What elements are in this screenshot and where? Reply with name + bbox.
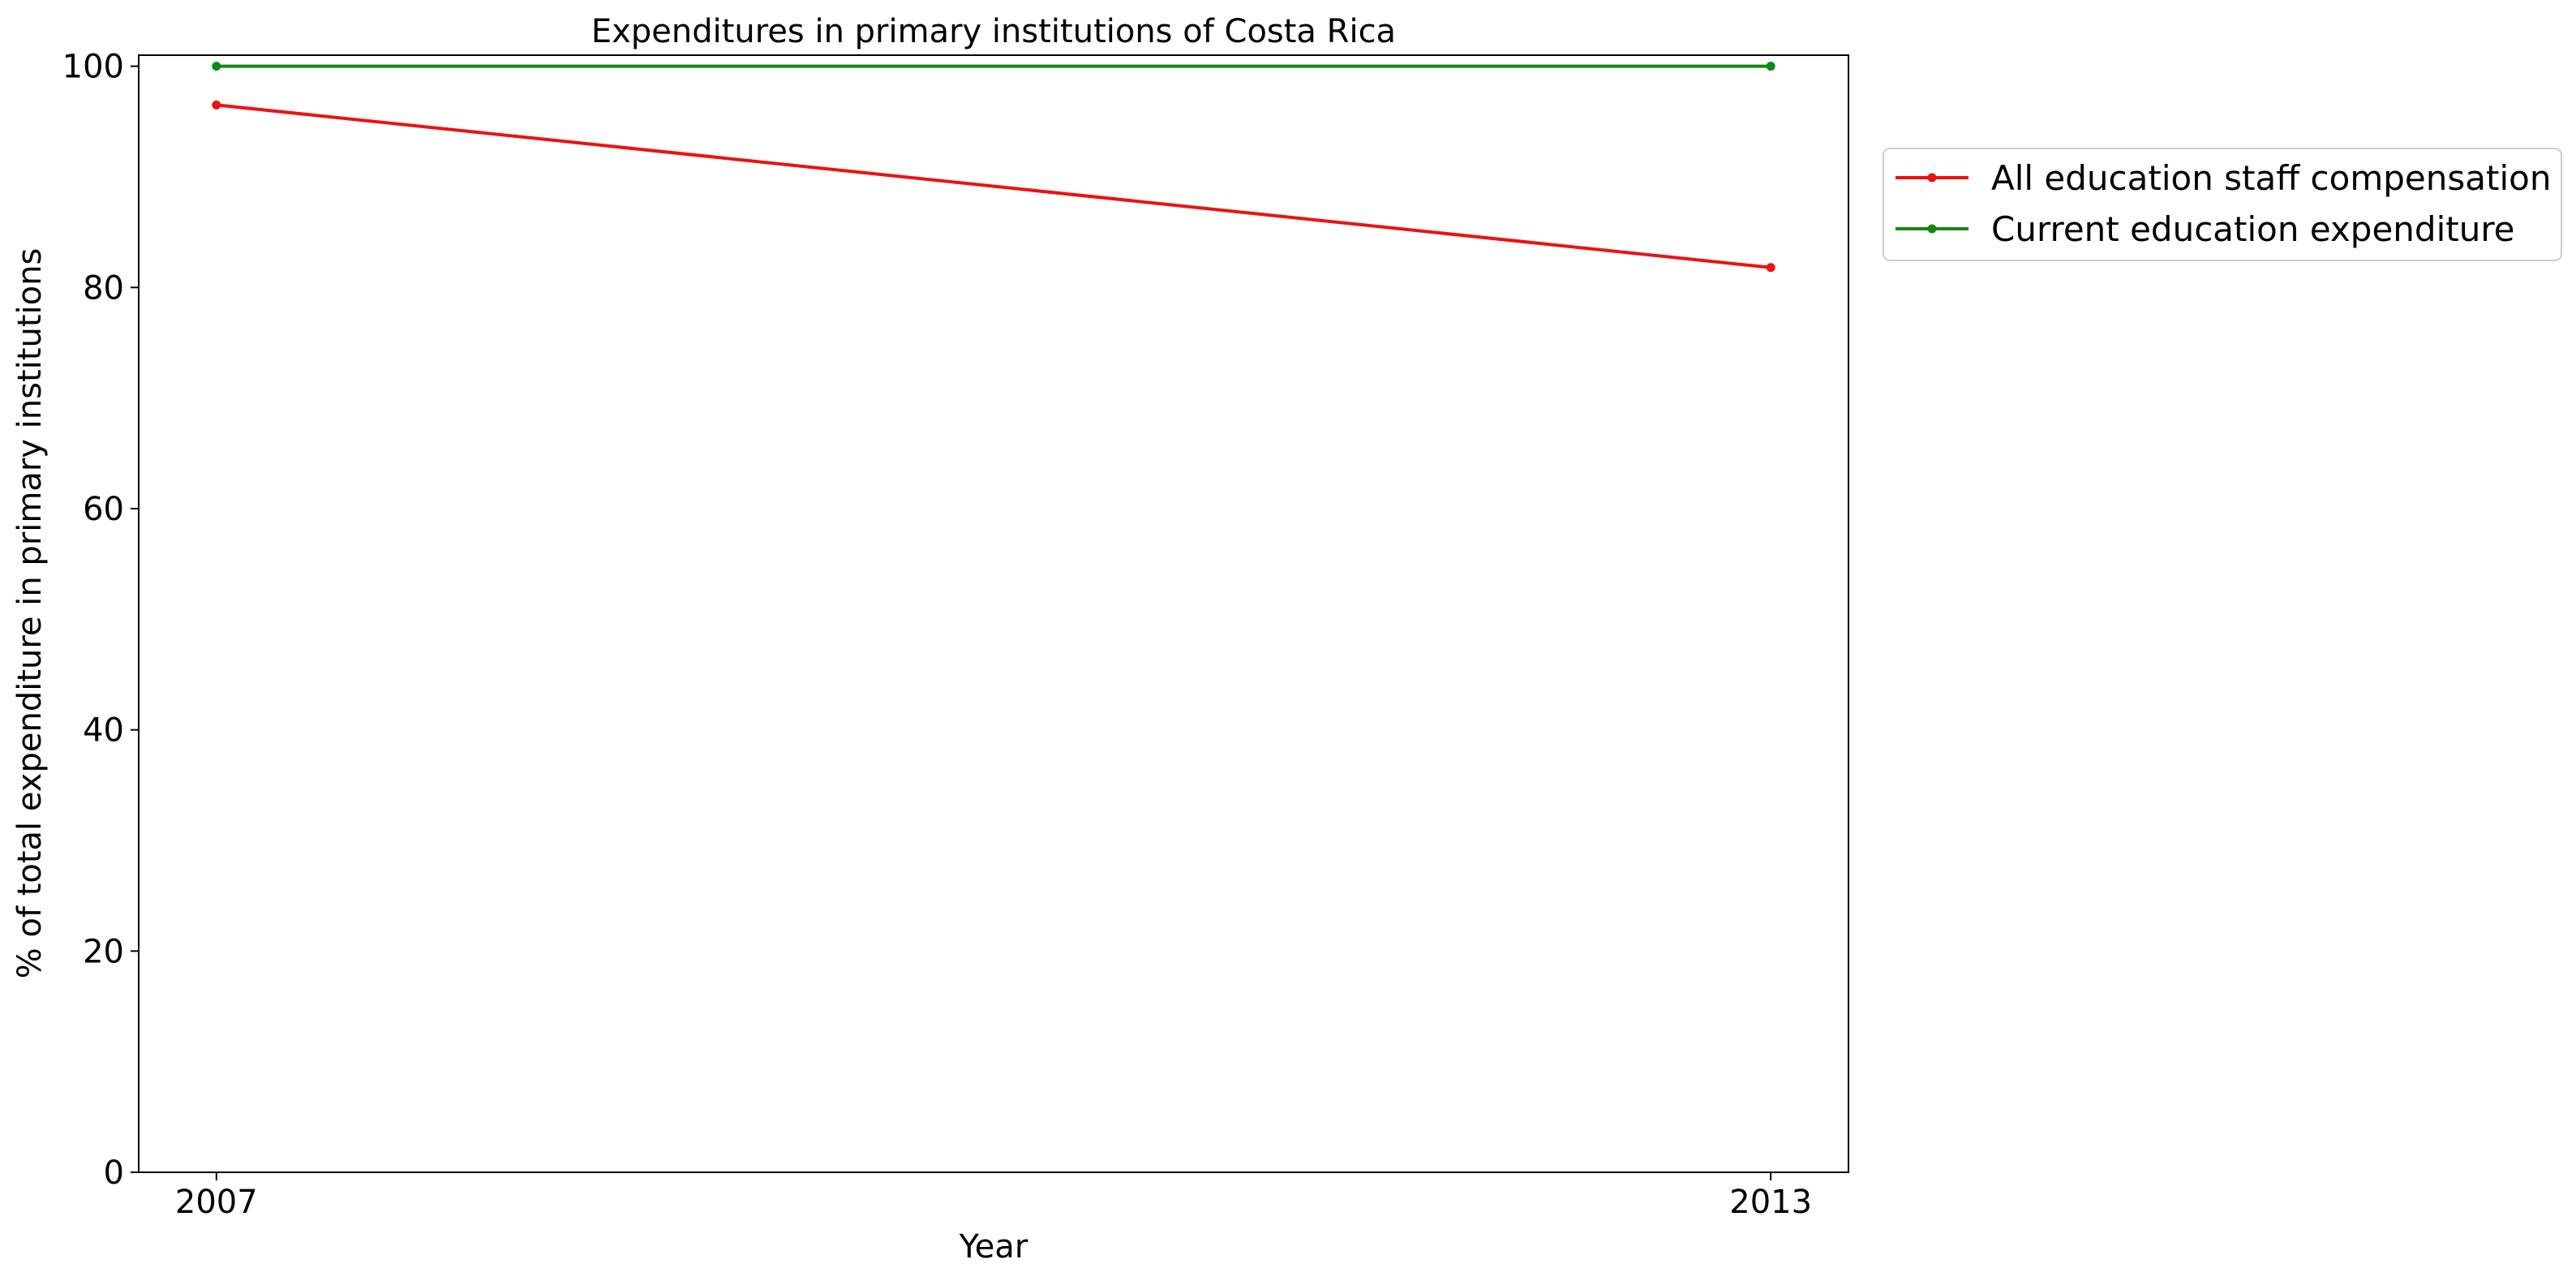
x-tick-label: 2007: [175, 1184, 258, 1221]
x-axis: 2007 2013: [175, 1172, 1812, 1221]
y-tick-label: 100: [62, 49, 124, 86]
plot-frame: [138, 54, 1849, 1173]
data-point: [212, 62, 221, 71]
y-axis: 0 20 40 60 80 100: [62, 49, 139, 1192]
legend: All education staff compensation Current…: [1883, 148, 2562, 261]
y-tick-label: 20: [83, 933, 124, 970]
data-point: [1766, 263, 1775, 273]
legend-marker: [1927, 224, 1937, 234]
series-line-0: [216, 103, 1771, 269]
legend-entry-staff-compensation: All education staff compensation: [1896, 158, 2551, 198]
x-axis-label: Year: [959, 1228, 1028, 1266]
y-tick-label: 80: [83, 269, 124, 307]
y-tick-label: 0: [104, 1154, 124, 1192]
y-tick-label: 40: [83, 712, 124, 750]
series-layer: [212, 62, 1775, 273]
data-point: [212, 100, 221, 110]
legend-marker: [1927, 173, 1937, 183]
chart-title: Expenditures in primary institutions of …: [591, 13, 1396, 50]
legend-entry-current-expenditure: Current education expenditure: [1896, 209, 2515, 249]
data-point: [1766, 62, 1775, 71]
legend-label: All education staff compensation: [1991, 158, 2551, 198]
y-tick-label: 60: [83, 491, 124, 528]
plot-area: 0 20 40 60 80 100 2007 2013: [62, 49, 1849, 1221]
x-tick-label: 2013: [1729, 1184, 1812, 1221]
y-axis-label: % of total expenditure in primary instit…: [11, 248, 49, 979]
legend-label: Current education expenditure: [1991, 209, 2515, 249]
legend-frame: [1883, 148, 2562, 261]
